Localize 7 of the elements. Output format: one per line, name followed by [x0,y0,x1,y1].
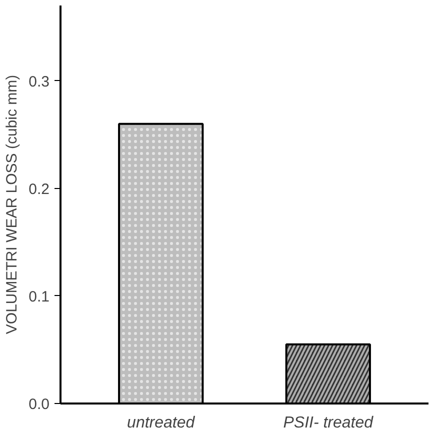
y-tick-label: 0.1 [28,288,50,306]
y-axis-title: VOLUMETRI WEAR LOSS (cubic mm) [4,74,21,334]
x-tick-label: PSII- treated [283,414,374,432]
y-tick-label: 0.3 [28,73,50,90]
x-tick-label: untreated [127,414,196,432]
y-tick-label: 0.0 [28,396,50,413]
y-tick-label: 0.2 [28,180,50,198]
